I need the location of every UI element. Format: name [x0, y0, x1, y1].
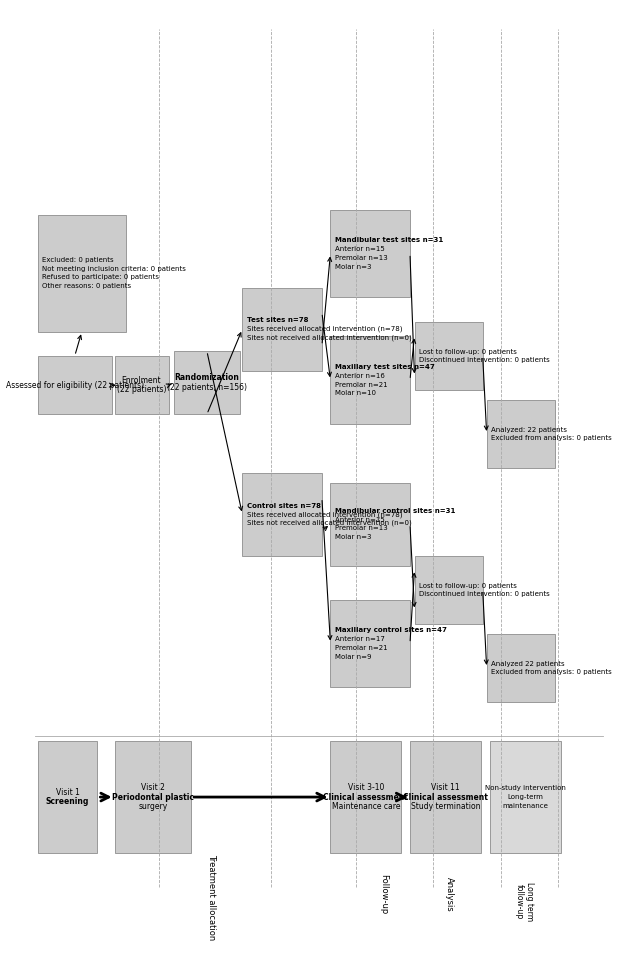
- FancyBboxPatch shape: [330, 741, 401, 853]
- Text: Anterior n=15: Anterior n=15: [335, 246, 385, 253]
- Text: Randomization: Randomization: [175, 373, 239, 382]
- Text: Long term
follow-up: Long term follow-up: [515, 882, 534, 921]
- Text: Non-study intervention: Non-study intervention: [485, 786, 565, 792]
- Text: Sites received allocated intervention (n=78): Sites received allocated intervention (n…: [247, 326, 403, 332]
- Text: maintenance: maintenance: [502, 802, 548, 808]
- FancyBboxPatch shape: [38, 741, 97, 853]
- Text: Test sites n=78: Test sites n=78: [247, 318, 308, 324]
- FancyBboxPatch shape: [330, 600, 410, 687]
- Text: Sites not received allocated intervention (n=0): Sites not received allocated interventio…: [247, 520, 412, 527]
- Text: Anterior n=16: Anterior n=16: [335, 372, 385, 379]
- FancyBboxPatch shape: [38, 356, 112, 414]
- Text: (22 patients, n=156): (22 patients, n=156): [167, 383, 247, 392]
- FancyBboxPatch shape: [330, 483, 410, 566]
- Text: Lost to follow-up: 0 patients: Lost to follow-up: 0 patients: [419, 348, 517, 355]
- Text: Lost to follow-up: 0 patients: Lost to follow-up: 0 patients: [419, 582, 517, 589]
- Text: Sites received allocated intervention (n=78): Sites received allocated intervention (n…: [247, 511, 403, 518]
- Text: Excluded from analysis: 0 patients: Excluded from analysis: 0 patients: [491, 669, 612, 676]
- Text: Visit 2: Visit 2: [141, 783, 165, 792]
- Text: Maxillary control sites n=47: Maxillary control sites n=47: [335, 628, 447, 634]
- Text: Molar n=3: Molar n=3: [335, 263, 372, 269]
- Text: Excluded: 0 patients: Excluded: 0 patients: [42, 257, 114, 263]
- Text: Mandibular control sites n=31: Mandibular control sites n=31: [335, 508, 455, 514]
- FancyBboxPatch shape: [487, 400, 555, 468]
- Text: Visit 3-10: Visit 3-10: [348, 783, 384, 792]
- Text: Clinical assessment: Clinical assessment: [323, 793, 408, 801]
- Text: Premolar n=21: Premolar n=21: [335, 381, 387, 388]
- Text: Discontinued intervention: 0 patients: Discontinued intervention: 0 patients: [419, 591, 550, 598]
- Text: Study termination: Study termination: [411, 802, 480, 811]
- Text: Anterior n=17: Anterior n=17: [335, 636, 385, 643]
- Text: Premolar n=13: Premolar n=13: [335, 526, 387, 531]
- Text: Molar n=9: Molar n=9: [335, 653, 372, 659]
- FancyBboxPatch shape: [242, 288, 322, 370]
- Text: Maxillary test sites n=47: Maxillary test sites n=47: [335, 365, 435, 370]
- Text: Sites not received allocated intervention (n=0): Sites not received allocated interventio…: [247, 334, 412, 341]
- Text: Molar n=3: Molar n=3: [335, 534, 372, 540]
- Text: Treatment allocation: Treatment allocation: [207, 854, 215, 940]
- Text: Enrolment: Enrolment: [122, 375, 161, 385]
- Text: Maintenance care: Maintenance care: [332, 802, 400, 811]
- Text: Excluded from analysis: 0 patients: Excluded from analysis: 0 patients: [491, 435, 612, 442]
- Text: Clinical assessment: Clinical assessment: [403, 793, 488, 801]
- Text: Periodontal plastic: Periodontal plastic: [112, 793, 194, 801]
- Text: Long-term: Long-term: [507, 794, 543, 800]
- Text: surgery: surgery: [138, 802, 168, 811]
- FancyBboxPatch shape: [330, 336, 410, 424]
- Text: (22 patients): (22 patients): [117, 385, 166, 395]
- Text: Screening: Screening: [46, 798, 89, 806]
- Text: Analysis: Analysis: [445, 877, 454, 912]
- Text: Assessed for eligibility (22 patients): Assessed for eligibility (22 patients): [6, 380, 144, 390]
- Text: Refused to participate: 0 patients: Refused to participate: 0 patients: [42, 274, 160, 281]
- Text: Visit 1: Visit 1: [56, 788, 80, 797]
- Text: Follow-up: Follow-up: [379, 874, 387, 915]
- FancyBboxPatch shape: [114, 741, 192, 853]
- FancyBboxPatch shape: [489, 741, 561, 853]
- Text: Analyzed 22 patients: Analyzed 22 patients: [491, 660, 565, 667]
- FancyBboxPatch shape: [174, 351, 239, 414]
- Text: Analyzed: 22 patients: Analyzed: 22 patients: [491, 426, 567, 433]
- FancyBboxPatch shape: [330, 210, 410, 297]
- FancyBboxPatch shape: [414, 322, 483, 390]
- Text: Anterior n=15: Anterior n=15: [335, 517, 385, 523]
- Text: Not meeting inclusion criteria: 0 patients: Not meeting inclusion criteria: 0 patien…: [42, 265, 187, 272]
- FancyBboxPatch shape: [114, 356, 168, 414]
- FancyBboxPatch shape: [410, 741, 481, 853]
- FancyBboxPatch shape: [242, 473, 322, 556]
- Text: Discontinued intervention: 0 patients: Discontinued intervention: 0 patients: [419, 357, 550, 364]
- Text: Other reasons: 0 patients: Other reasons: 0 patients: [42, 283, 131, 289]
- FancyBboxPatch shape: [414, 556, 483, 624]
- Text: Visit 11: Visit 11: [431, 783, 460, 792]
- FancyBboxPatch shape: [487, 634, 555, 702]
- Text: Mandibular test sites n=31: Mandibular test sites n=31: [335, 238, 443, 244]
- Text: Control sites n=78: Control sites n=78: [247, 503, 321, 509]
- Text: Premolar n=21: Premolar n=21: [335, 644, 387, 651]
- Text: Premolar n=13: Premolar n=13: [335, 254, 387, 261]
- Text: Molar n=10: Molar n=10: [335, 390, 376, 396]
- FancyBboxPatch shape: [38, 214, 126, 332]
